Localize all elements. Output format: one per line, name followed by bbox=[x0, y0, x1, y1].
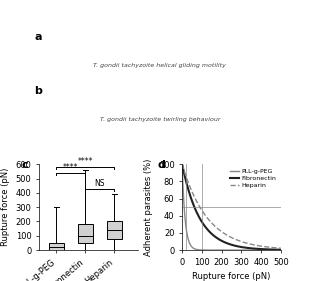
Heparin bbox=[220, 230, 224, 234]
Text: a: a bbox=[34, 32, 42, 42]
Line: PLL-g-PEG: PLL-g-PEG bbox=[182, 164, 281, 250]
PLL-g-PEG bbox=[190, 246, 194, 249]
Heparin bbox=[257, 244, 261, 248]
FancyBboxPatch shape bbox=[107, 221, 122, 239]
Y-axis label: Adherent parasites (%): Adherent parasites (%) bbox=[144, 158, 153, 256]
FancyBboxPatch shape bbox=[49, 243, 64, 250]
Text: c: c bbox=[21, 160, 28, 170]
Text: ****: **** bbox=[78, 157, 93, 166]
Text: d: d bbox=[158, 160, 165, 170]
FancyBboxPatch shape bbox=[78, 224, 93, 243]
Heparin bbox=[180, 162, 184, 166]
PLL-g-PEG bbox=[248, 248, 252, 252]
Text: T. gondii tachyzoite helical gliding motility: T. gondii tachyzoite helical gliding mot… bbox=[94, 63, 226, 68]
Text: ****: **** bbox=[63, 163, 79, 172]
Heparin bbox=[279, 246, 283, 250]
Heparin bbox=[259, 244, 263, 248]
Fibronectin bbox=[257, 247, 261, 251]
Line: Heparin: Heparin bbox=[182, 164, 281, 248]
PLL-g-PEG bbox=[279, 248, 283, 252]
Fibronectin bbox=[248, 246, 252, 250]
Heparin bbox=[248, 242, 252, 246]
Legend: PLL-g-PEG, Fibronectin, Heparin: PLL-g-PEG, Fibronectin, Heparin bbox=[228, 167, 278, 190]
Fibronectin bbox=[279, 248, 283, 251]
PLL-g-PEG bbox=[257, 248, 261, 252]
Fibronectin bbox=[259, 247, 263, 251]
Text: NS: NS bbox=[95, 179, 105, 188]
Y-axis label: Rupture force (pN): Rupture force (pN) bbox=[1, 168, 10, 246]
Fibronectin bbox=[190, 200, 194, 203]
PLL-g-PEG bbox=[259, 248, 263, 252]
Heparin bbox=[190, 191, 194, 194]
Line: Fibronectin: Fibronectin bbox=[182, 164, 281, 250]
PLL-g-PEG bbox=[180, 162, 184, 166]
Heparin bbox=[224, 233, 227, 236]
Fibronectin bbox=[180, 162, 184, 166]
Text: T. gondii tachyzoite twirling behaviour: T. gondii tachyzoite twirling behaviour bbox=[100, 117, 220, 122]
Fibronectin bbox=[220, 239, 224, 243]
PLL-g-PEG bbox=[224, 248, 227, 252]
PLL-g-PEG bbox=[220, 248, 224, 252]
Text: b: b bbox=[34, 86, 42, 96]
Fibronectin bbox=[224, 241, 227, 244]
X-axis label: Rupture force (pN): Rupture force (pN) bbox=[192, 272, 271, 281]
